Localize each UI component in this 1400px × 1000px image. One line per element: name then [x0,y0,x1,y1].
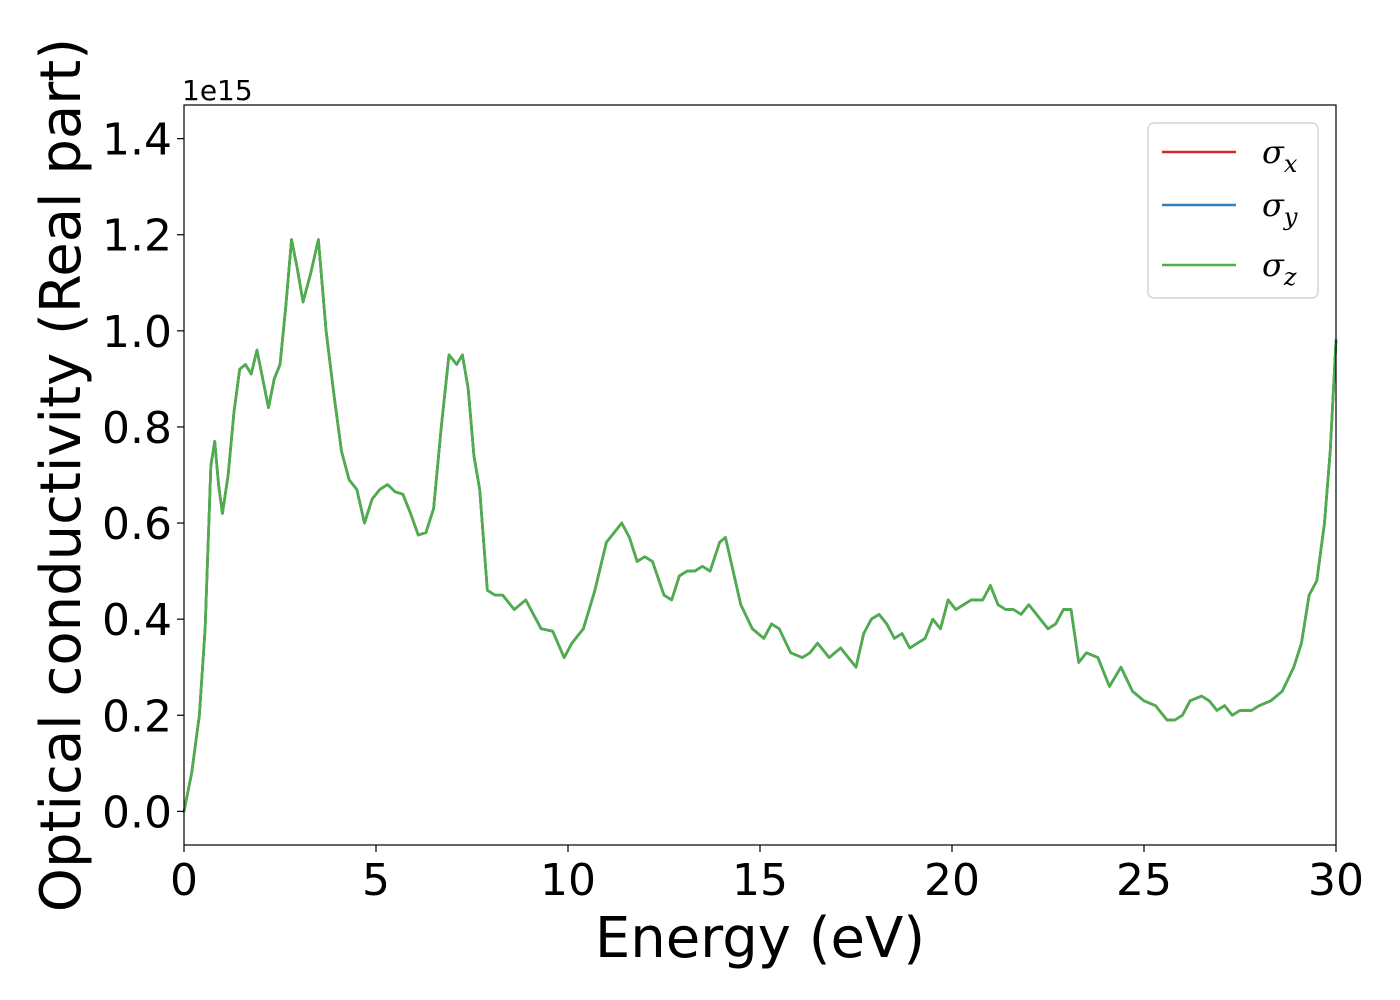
legend-label-x: σx [1262,133,1298,178]
x-tick-label: 0 [170,855,198,906]
x-tick-label: 5 [362,855,390,906]
series-line-1 [182,238,1338,813]
y-offset-text: 1e15 [182,74,253,107]
y-tick-label: 0.0 [102,787,172,838]
series-line-3 [182,238,1338,813]
x-tick-label: 25 [1116,855,1172,906]
series-layer [182,238,1338,813]
legend-box [1147,122,1319,299]
y-tick-label: 1.0 [102,307,172,358]
legend-label-y: σy [1262,186,1298,231]
x-axis-ticks: 0 5 10 15 20 25 30 [170,845,1364,906]
legend: σx σy σz [1147,122,1319,299]
y-tick-label: 0.4 [102,595,172,646]
series-line-2 [182,238,1338,813]
x-tick-label: 30 [1308,855,1364,906]
x-tick-label: 10 [540,855,596,906]
y-tick-label: 1.4 [102,115,172,166]
x-tick-label: 15 [732,855,788,906]
y-tick-label: 0.6 [102,499,172,550]
legend-label-z: σz [1262,246,1297,291]
y-axis-ticks: 0.0 0.2 0.4 0.6 0.8 1.0 1.2 1.4 [102,115,184,838]
x-axis-title: Energy (eV) [595,906,925,971]
x-tick-label: 20 [924,855,980,906]
y-tick-label: 0.2 [102,691,172,742]
y-axis-title: Optical conductivity (Real part) [29,38,94,912]
y-tick-label: 1.2 [102,211,172,262]
y-tick-label: 0.8 [102,403,172,454]
